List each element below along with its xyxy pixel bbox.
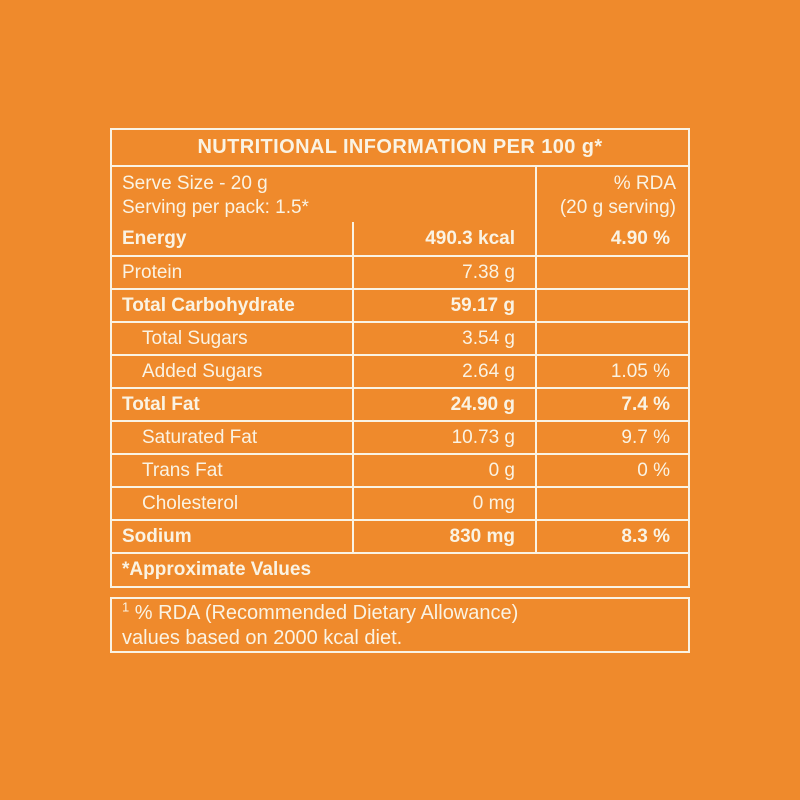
table-row: Total Carbohydrate 59.17 g: [112, 288, 688, 321]
nutrient-rda: 1.05 %: [535, 356, 688, 387]
footnote-superscript: 1: [122, 599, 130, 615]
nutrient-rda: [535, 290, 688, 321]
nutrient-value: 10.73 g: [352, 422, 535, 453]
nutrient-rda: 4.90 %: [535, 222, 688, 255]
table-row: Saturated Fat 10.73 g 9.7 %: [112, 420, 688, 453]
approximate-values-note: *Approximate Values: [122, 559, 312, 580]
nutrient-label: Protein: [122, 261, 183, 283]
table-row: Sodium 830 mg 8.3 %: [112, 519, 688, 552]
nutrition-table: NUTRITIONAL INFORMATION PER 100 g* Serve…: [110, 128, 690, 588]
nutrient-value: 2.64 g: [352, 356, 535, 387]
nutrient-value: 490.3 kcal: [352, 222, 535, 255]
serve-size-text: Serve Size - 20 g: [122, 173, 268, 194]
serve-info-row: Serve Size - 20 g Serving per pack: 1.5*…: [112, 165, 688, 222]
nutrient-rda: [535, 488, 688, 519]
table-title-row: NUTRITIONAL INFORMATION PER 100 g*: [112, 130, 688, 165]
nutrient-value: 24.90 g: [352, 389, 535, 420]
nutrient-rda: 0 %: [535, 455, 688, 486]
nutrient-label: Sodium: [122, 525, 192, 547]
nutrient-value: 3.54 g: [352, 323, 535, 354]
nutrient-rda: [535, 257, 688, 288]
nutrient-value: 59.17 g: [352, 290, 535, 321]
nutrient-label: Total Sugars: [142, 327, 248, 349]
nutrient-rda: [535, 323, 688, 354]
table-row: Total Sugars 3.54 g: [112, 321, 688, 354]
table-row: Added Sugars 2.64 g 1.05 %: [112, 354, 688, 387]
nutrient-label: Energy: [122, 227, 187, 249]
rda-footnote-box: 1 % RDA (Recommended Dietary Allowance) …: [110, 597, 690, 653]
table-title: NUTRITIONAL INFORMATION PER 100 g*: [197, 136, 603, 158]
nutrient-value: 830 mg: [352, 521, 535, 552]
footnote-line1: 1 % RDA (Recommended Dietary Allowance): [122, 599, 688, 626]
serving-per-pack-text: Serving per pack: 1.5*: [122, 197, 309, 218]
nutrient-rda: 9.7 %: [535, 422, 688, 453]
nutrient-rda: 8.3 %: [535, 521, 688, 552]
nutrient-label: Total Fat: [122, 393, 200, 415]
footnote-line2: values based on 2000 kcal diet.: [122, 627, 403, 649]
nutrient-value: 7.38 g: [352, 257, 535, 288]
nutrient-label: Saturated Fat: [142, 426, 258, 448]
table-row: Total Fat 24.90 g 7.4 %: [112, 387, 688, 420]
table-row: Cholesterol 0 mg: [112, 486, 688, 519]
footnote-line1-text: % RDA (Recommended Dietary Allowance): [134, 602, 519, 624]
nutrient-label: Trans Fat: [142, 459, 223, 481]
table-row: Protein 7.38 g: [112, 255, 688, 288]
nutrient-label: Added Sugars: [142, 360, 263, 382]
nutrient-label: Total Carbohydrate: [122, 294, 295, 316]
nutrient-rda: 7.4 %: [535, 389, 688, 420]
rda-header-cell: % RDA (20 g serving): [535, 167, 688, 222]
rda-header-line2: (20 g serving): [559, 197, 676, 218]
serve-info-cell: Serve Size - 20 g Serving per pack: 1.5*: [112, 167, 535, 222]
nutrient-value: 0 mg: [352, 488, 535, 519]
table-row: Energy 490.3 kcal 4.90 %: [112, 222, 688, 255]
nutrient-rows: Energy 490.3 kcal 4.90 % Protein 7.38 g Total…: [112, 222, 688, 552]
nutrient-label: Cholesterol: [142, 492, 239, 514]
approximate-values-row: *Approximate Values: [112, 552, 688, 586]
nutrient-value: 0 g: [352, 455, 535, 486]
rda-header-line1: % RDA: [613, 173, 676, 194]
